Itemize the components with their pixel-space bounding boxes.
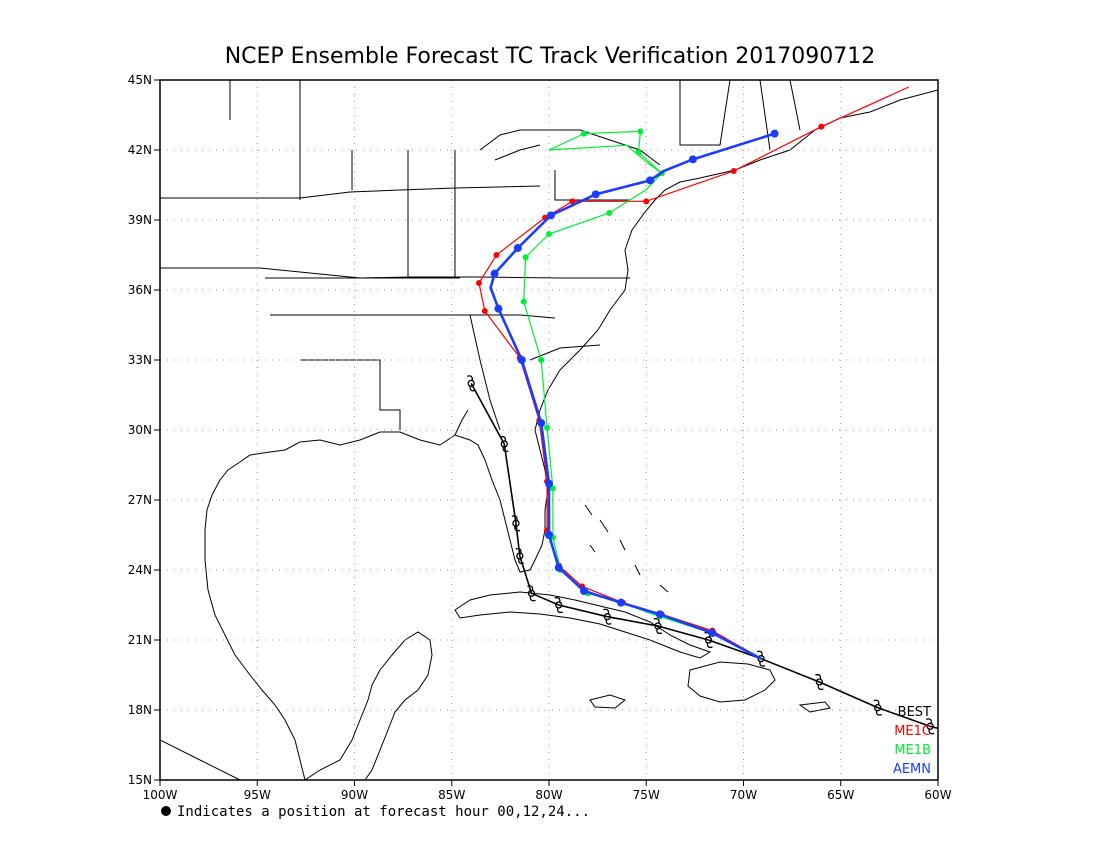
- forecast-position-dot: [591, 190, 600, 199]
- forecast-position-dot: [490, 269, 499, 278]
- hurricane-eye-icon: [603, 613, 611, 621]
- y-axis: 15N 18N 21N 24N 27N 30N 33N 36N 39N 42N 45N: [128, 73, 160, 787]
- x-tick-label: 65W: [827, 788, 854, 802]
- forecast-position-dot: [537, 419, 546, 427]
- forecast-position-dot: [637, 128, 644, 135]
- forecast-position-dot: [544, 424, 551, 431]
- y-tick-label: 42N: [128, 143, 152, 157]
- forecast-position-dot: [545, 479, 553, 488]
- forecast-position-dot: [475, 280, 482, 286]
- forecast-position-dot: [616, 598, 625, 607]
- hurricane-eye-icon: [815, 678, 824, 686]
- y-tick-label: 15N: [128, 773, 152, 787]
- forecast-position-dot: [494, 304, 503, 313]
- footnote-dot-icon: [161, 806, 171, 816]
- forecast-position-dot: [554, 563, 563, 572]
- track-line-aemn: [489, 132, 776, 660]
- track-aemn: [489, 129, 779, 660]
- forecast-position-dot: [730, 168, 737, 174]
- x-tick-label: 75W: [633, 788, 660, 802]
- forecast-position-dot: [708, 629, 717, 637]
- forecast-position-dot: [655, 610, 664, 619]
- forecast-position-dot: [635, 149, 642, 156]
- x-tick-label: 95W: [244, 788, 271, 802]
- forecast-position-dot: [546, 231, 552, 237]
- forecast-position-dot: [646, 176, 655, 185]
- footnote: Indicates a position at forecast hour 00…: [177, 804, 590, 820]
- y-tick-label: 24N: [128, 563, 152, 577]
- forecast-position-dot: [818, 123, 825, 130]
- forecast-position-dot: [520, 298, 527, 305]
- hurricane-eye-icon: [926, 722, 934, 730]
- hurricane-eye-icon: [516, 552, 524, 560]
- x-tick-label: 80W: [535, 788, 562, 802]
- hurricane-eye-icon: [467, 379, 475, 387]
- track-legend: BEST ME1C ME1B AEMN: [893, 705, 931, 777]
- x-tick-label: 85W: [438, 788, 465, 802]
- basemap-coastlines: [160, 80, 938, 780]
- y-tick-label: 33N: [128, 353, 152, 367]
- forecast-position-dot: [770, 129, 779, 138]
- forecast-position-dot: [580, 587, 589, 595]
- x-tick-label: 100W: [143, 788, 178, 802]
- x-axis: 100W 95W 90W 85W 80W 75W 70W 65W 60W: [143, 780, 952, 802]
- forecast-position-dot: [606, 210, 613, 216]
- forecast-position-dot: [538, 357, 545, 363]
- track-best: [466, 375, 938, 735]
- hurricane-eye-icon: [654, 622, 662, 630]
- hurricane-eye-icon: [874, 704, 882, 712]
- y-tick-label: 21N: [128, 633, 152, 647]
- forecast-position-dot: [643, 198, 650, 205]
- y-tick-label: 30N: [128, 423, 152, 437]
- hurricane-eye-icon: [500, 440, 508, 448]
- x-tick-label: 70W: [730, 788, 757, 802]
- forecast-position-dot: [546, 211, 555, 220]
- track-line-best: [470, 382, 938, 730]
- legend-entry-me1b: ME1B: [894, 743, 931, 758]
- forecast-position-dot: [522, 254, 529, 261]
- legend-entry-me1c: ME1C: [894, 724, 931, 739]
- x-tick-label: 90W: [341, 788, 368, 802]
- forecast-tracks: [466, 86, 938, 735]
- forecast-position-dot: [569, 198, 576, 205]
- forecast-position-dot: [493, 252, 500, 258]
- hurricane-eye-icon: [704, 636, 713, 644]
- figure-title: NCEP Ensemble Forecast TC Track Verifica…: [225, 44, 876, 69]
- forecast-position-dot: [545, 531, 553, 539]
- hurricane-eye-icon: [757, 655, 765, 663]
- y-tick-label: 36N: [128, 283, 152, 297]
- legend-entry-aemn: AEMN: [893, 762, 931, 777]
- y-tick-label: 27N: [128, 493, 152, 507]
- forecast-position-dot: [481, 308, 488, 314]
- y-tick-label: 45N: [128, 73, 152, 87]
- x-tick-label: 60W: [924, 788, 951, 802]
- forecast-position-dot: [517, 356, 526, 364]
- forecast-position-dot: [581, 130, 588, 137]
- hurricane-eye-icon: [527, 589, 536, 597]
- legend-entry-best: BEST: [898, 705, 931, 720]
- y-tick-label: 18N: [128, 703, 152, 717]
- hurricane-eye-icon: [555, 601, 563, 609]
- dotted-grid: [160, 80, 938, 780]
- forecast-position-dot: [513, 244, 522, 252]
- forecast-position-dot: [688, 155, 697, 164]
- hurricane-eye-icon: [512, 519, 520, 527]
- y-tick-label: 39N: [128, 213, 152, 227]
